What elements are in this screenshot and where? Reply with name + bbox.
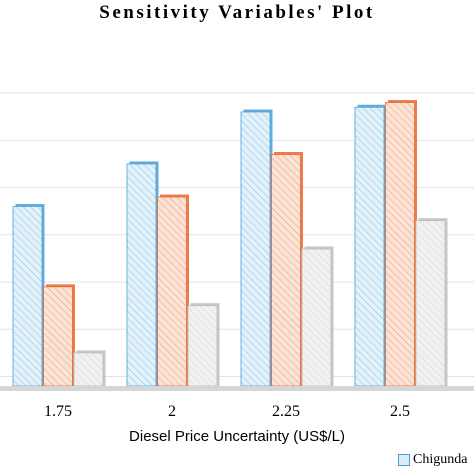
x-axis-label: Diesel Price Uncertainty (US$/L) xyxy=(129,428,345,445)
bar xyxy=(301,248,332,387)
x-tick-label: 2.5 xyxy=(390,403,410,420)
bar xyxy=(385,102,415,387)
x-tick-label: 2.25 xyxy=(272,403,300,420)
bar xyxy=(126,163,157,387)
bar xyxy=(187,305,218,387)
chart-title: Sensitivity Variables' Plot xyxy=(99,2,375,23)
bar xyxy=(12,206,43,387)
bar xyxy=(73,352,104,387)
legend: Chigunda xyxy=(398,452,467,468)
x-tick-label: 2 xyxy=(168,403,176,420)
bar xyxy=(43,286,73,387)
bar xyxy=(415,220,446,387)
bar xyxy=(271,154,301,387)
legend-label: Chigunda xyxy=(413,452,468,467)
bar xyxy=(157,196,187,387)
x-tick-label: 1.75 xyxy=(44,403,72,420)
bar xyxy=(354,106,385,387)
x-axis-line xyxy=(0,386,474,391)
legend-swatch xyxy=(398,454,410,466)
bar xyxy=(240,111,271,387)
